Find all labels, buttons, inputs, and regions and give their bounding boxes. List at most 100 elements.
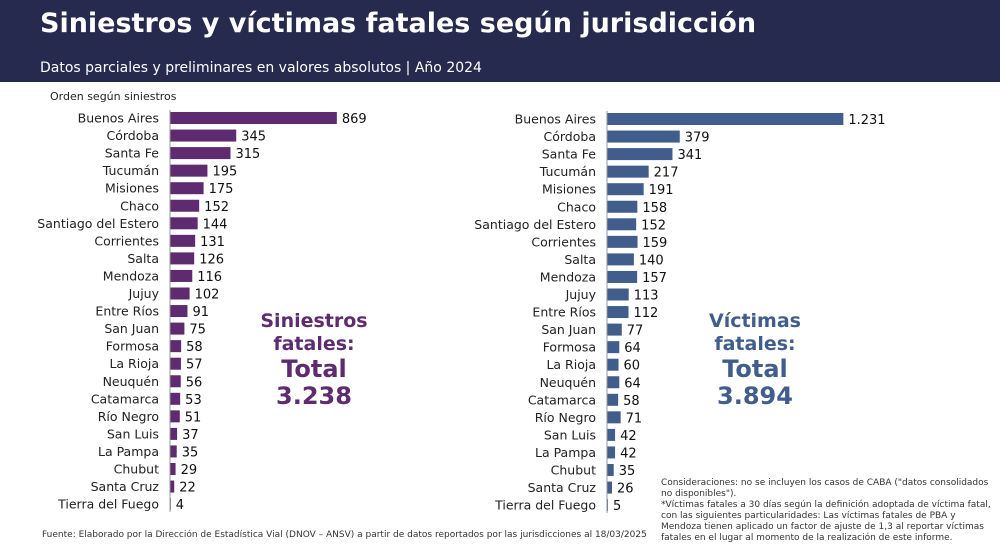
category-label: San Juan bbox=[541, 322, 596, 337]
category-label: Neuquén bbox=[540, 375, 596, 390]
category-label: Santa Cruz bbox=[528, 480, 597, 495]
total-siniestros-value: 3.238 bbox=[276, 382, 352, 410]
value-label: 158 bbox=[642, 201, 667, 216]
value-label: 35 bbox=[182, 445, 199, 460]
bar-siniestros bbox=[170, 463, 176, 475]
total-victimas-line2: fatales: bbox=[714, 333, 796, 355]
category-label: Chaco bbox=[120, 198, 159, 213]
value-label: 77 bbox=[627, 324, 644, 339]
bar-siniestros bbox=[170, 234, 196, 247]
total-siniestros-line1: Siniestros bbox=[260, 310, 368, 332]
category-label: Río Negro bbox=[98, 409, 159, 424]
category-label: Tierra del Fuego bbox=[494, 498, 596, 513]
category-label: San Luis bbox=[544, 427, 596, 442]
bar-siniestros bbox=[170, 375, 181, 388]
value-label: 379 bbox=[685, 131, 710, 146]
category-label: La Pampa bbox=[98, 444, 159, 459]
value-label: 56 bbox=[186, 375, 203, 390]
bar-siniestros bbox=[170, 357, 181, 370]
value-label: 869 bbox=[342, 112, 367, 127]
order-note: Orden según siniestros bbox=[50, 90, 177, 103]
page-subtitle: Datos parciales y preliminares en valore… bbox=[40, 60, 482, 76]
bar-victimas bbox=[607, 165, 649, 178]
bar-siniestros bbox=[170, 322, 185, 335]
category-label: Buenos Aires bbox=[78, 111, 159, 126]
category-label: Mendoza bbox=[540, 269, 596, 284]
category-label: Chubut bbox=[551, 463, 596, 478]
value-label: 42 bbox=[620, 429, 637, 444]
header-banner: Siniestros y víctimas fatales según juri… bbox=[0, 0, 1000, 82]
category-label: Jujuy bbox=[128, 286, 160, 301]
category-label: Tucumán bbox=[539, 164, 596, 179]
value-label: 341 bbox=[677, 148, 702, 163]
category-label: Córdoba bbox=[544, 129, 596, 144]
value-label: 29 bbox=[181, 463, 198, 478]
bar-victimas bbox=[607, 464, 614, 476]
bar-siniestros bbox=[170, 410, 180, 423]
value-label: 37 bbox=[182, 428, 199, 443]
bar-victimas bbox=[607, 288, 629, 301]
total-victimas-line1: Víctimas bbox=[708, 310, 801, 332]
value-label: 42 bbox=[620, 446, 637, 461]
category-label: La Rioja bbox=[109, 356, 159, 371]
value-label: 191 bbox=[649, 183, 674, 198]
category-label: La Pampa bbox=[535, 445, 596, 460]
category-label: Catamarca bbox=[528, 392, 596, 407]
category-label: Neuquén bbox=[103, 374, 159, 389]
page-title: Siniestros y víctimas fatales según juri… bbox=[40, 8, 757, 39]
category-label: Santiago del Estero bbox=[37, 216, 159, 231]
value-label: 64 bbox=[624, 341, 641, 356]
category-label: Río Negro bbox=[535, 410, 596, 425]
bar-victimas bbox=[607, 376, 620, 389]
bar-victimas bbox=[607, 218, 637, 231]
value-label: 175 bbox=[209, 182, 234, 197]
category-label: Catamarca bbox=[91, 391, 159, 406]
bar-siniestros bbox=[170, 217, 198, 230]
bar-victimas bbox=[607, 358, 619, 371]
value-label: 26 bbox=[617, 482, 634, 497]
bar-victimas bbox=[607, 200, 638, 213]
value-label: 195 bbox=[212, 165, 237, 180]
value-label: 51 bbox=[185, 410, 202, 425]
category-label: San Juan bbox=[104, 321, 159, 336]
value-label: 140 bbox=[639, 253, 664, 268]
bar-siniestros bbox=[170, 305, 188, 318]
value-label: 5 bbox=[613, 499, 621, 514]
value-label: 112 bbox=[634, 306, 659, 321]
bar-siniestros bbox=[170, 129, 237, 142]
bar-victimas bbox=[607, 270, 638, 283]
value-label: 144 bbox=[203, 217, 228, 232]
bar-victimas bbox=[607, 446, 616, 459]
bar-victimas bbox=[607, 253, 634, 266]
category-label: Santa Cruz bbox=[91, 479, 160, 494]
category-label: Formosa bbox=[543, 340, 596, 355]
bar-victimas bbox=[607, 148, 673, 161]
value-label: 315 bbox=[235, 147, 260, 162]
value-label: 53 bbox=[185, 393, 202, 408]
bar-victimas bbox=[607, 323, 622, 336]
bar-victimas bbox=[607, 183, 644, 196]
note-caba: Consideraciones: no se incluyen los caso… bbox=[661, 478, 989, 499]
note-victimas: *Víctimas fatales a 30 días según la def… bbox=[661, 500, 991, 543]
bar-victimas bbox=[607, 481, 612, 494]
bar-victimas bbox=[607, 235, 638, 248]
value-label: 126 bbox=[199, 252, 224, 267]
value-label: 22 bbox=[179, 481, 196, 496]
category-label: Chaco bbox=[557, 199, 596, 214]
bar-siniestros bbox=[170, 164, 208, 177]
bar-siniestros bbox=[170, 269, 193, 282]
category-label: Buenos Aires bbox=[515, 112, 596, 127]
value-label: 152 bbox=[641, 218, 666, 233]
bar-siniestros bbox=[170, 392, 181, 405]
bar-victimas bbox=[607, 411, 621, 424]
category-label: Salta bbox=[127, 251, 159, 266]
bar-siniestros bbox=[170, 445, 177, 458]
value-label: 157 bbox=[642, 271, 667, 286]
value-label: 64 bbox=[624, 376, 641, 391]
category-label: Entre Ríos bbox=[532, 305, 596, 320]
value-label: 152 bbox=[204, 200, 229, 215]
category-label: Santiago del Estero bbox=[474, 217, 596, 232]
bar-victimas bbox=[607, 341, 620, 354]
bar-victimas bbox=[607, 428, 616, 441]
category-label: Santa Fe bbox=[542, 147, 597, 162]
